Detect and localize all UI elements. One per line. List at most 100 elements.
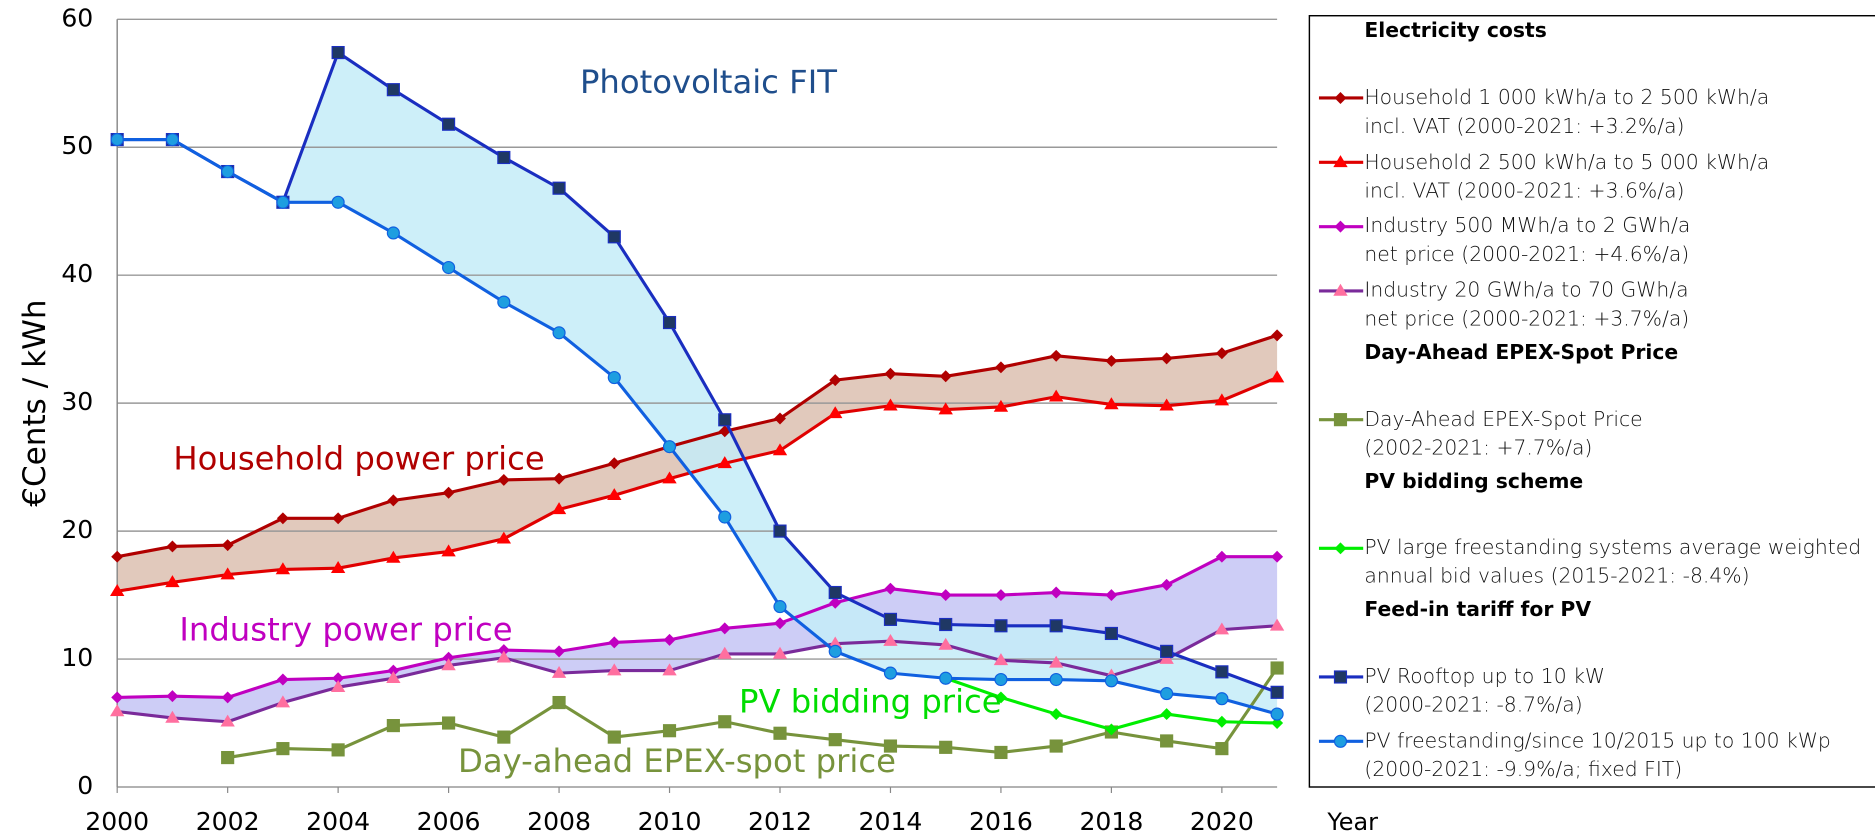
y-tick-label: 30 <box>61 387 93 416</box>
legend-symbol <box>1333 155 1348 168</box>
legend-entry: PV Rooftop up to 10 kW (2000-2021: -8.7%… <box>1364 665 1606 718</box>
point <box>607 370 621 385</box>
point <box>1270 685 1284 699</box>
point <box>1160 687 1174 701</box>
point <box>1160 708 1173 721</box>
annotation: Day-ahead EPEX-spot price <box>458 742 896 780</box>
point <box>1215 715 1228 728</box>
point <box>442 651 455 664</box>
point <box>939 671 953 685</box>
series-line <box>227 667 1279 760</box>
point <box>1214 622 1230 635</box>
legend-entry: Industry 500 MWh/a to 2 GWh/a net price … <box>1364 215 1690 268</box>
x-tick-label: 2012 <box>748 807 812 835</box>
point <box>1105 354 1118 367</box>
point <box>552 695 566 710</box>
point <box>994 619 1008 633</box>
point <box>442 117 456 131</box>
series-line <box>116 333 1278 559</box>
point <box>772 443 788 456</box>
point <box>1050 349 1063 362</box>
legend-header: Day-Ahead EPEX-Spot Price <box>1364 340 1679 365</box>
legend-header-text: PV bidding scheme <box>1364 469 1584 494</box>
point <box>938 637 953 650</box>
legend-entry-text: PV Rooftop up to 10 kW (2000-2021: -8.7%… <box>1364 665 1606 718</box>
point <box>1050 708 1063 721</box>
point <box>110 584 125 597</box>
point <box>386 671 401 684</box>
legend-header-text: Day-Ahead EPEX-Spot Price <box>1364 340 1679 365</box>
point <box>497 730 511 744</box>
band <box>117 556 1278 722</box>
point <box>1215 692 1229 706</box>
point <box>497 295 511 309</box>
point <box>883 739 898 753</box>
legend-entry: Household 2 500 kWh/a to 5 000 kWh/a inc… <box>1364 150 1769 203</box>
point <box>221 750 235 765</box>
legend-entry-text: PV freestanding/since 10/2015 up to 100 … <box>1364 729 1831 782</box>
point <box>1159 398 1174 411</box>
point <box>1049 672 1063 687</box>
point <box>717 456 732 469</box>
point <box>993 399 1009 412</box>
point <box>994 361 1007 374</box>
point <box>994 672 1008 687</box>
point <box>662 440 677 454</box>
point <box>110 704 125 717</box>
y-tick-label: 10 <box>61 643 93 672</box>
point <box>938 402 953 415</box>
legend-symbol <box>1334 92 1347 104</box>
y-tick-label: 50 <box>61 131 93 160</box>
point <box>939 370 952 383</box>
point <box>828 733 842 747</box>
point <box>1049 739 1063 753</box>
legend-box <box>1308 14 1875 788</box>
point <box>829 374 842 387</box>
point <box>718 622 731 635</box>
point <box>1271 329 1284 342</box>
point <box>717 646 732 659</box>
point <box>331 195 345 209</box>
x-tick-label: 2008 <box>527 807 591 835</box>
point <box>497 150 511 165</box>
point <box>165 710 180 723</box>
point <box>772 646 788 659</box>
point <box>884 367 897 380</box>
legend-entry: PV freestanding/since 10/2015 up to 100 … <box>1364 729 1831 782</box>
point <box>496 531 512 544</box>
point <box>662 315 677 330</box>
point <box>1050 586 1063 599</box>
point <box>331 743 345 757</box>
point <box>1271 550 1284 563</box>
point <box>718 413 732 427</box>
point <box>607 230 621 244</box>
labels: 0 10 20 30 40 50 60 2000 2002 2004 2006 2008 2010 201… <box>17 3 1378 835</box>
point <box>607 663 622 676</box>
point <box>442 260 456 275</box>
point <box>1105 723 1118 736</box>
point <box>774 617 786 630</box>
point <box>1270 661 1284 675</box>
point <box>330 680 346 692</box>
point <box>1049 619 1063 633</box>
legend-entry: PV large freestanding systems average we… <box>1364 536 1862 589</box>
x-tick-label: 2016 <box>969 807 1033 835</box>
point <box>1215 550 1228 563</box>
point <box>1104 626 1118 641</box>
point <box>662 663 677 676</box>
legend-entry-text: PV large freestanding systems average we… <box>1364 536 1862 589</box>
y-tick-label: 0 <box>77 771 93 800</box>
y-axis-label: €Cents / kWh <box>17 299 53 506</box>
point <box>221 164 235 179</box>
point <box>607 730 621 744</box>
legend-symbol <box>1333 670 1348 684</box>
legend-entry: Day-Ahead EPEX-Spot Price (2002-2021: +7… <box>1364 408 1642 461</box>
point <box>607 488 622 501</box>
legend-header: Electricity costs <box>1364 19 1546 43</box>
point <box>386 83 400 97</box>
grid <box>116 18 1278 793</box>
point <box>939 740 953 754</box>
point <box>1215 665 1229 679</box>
